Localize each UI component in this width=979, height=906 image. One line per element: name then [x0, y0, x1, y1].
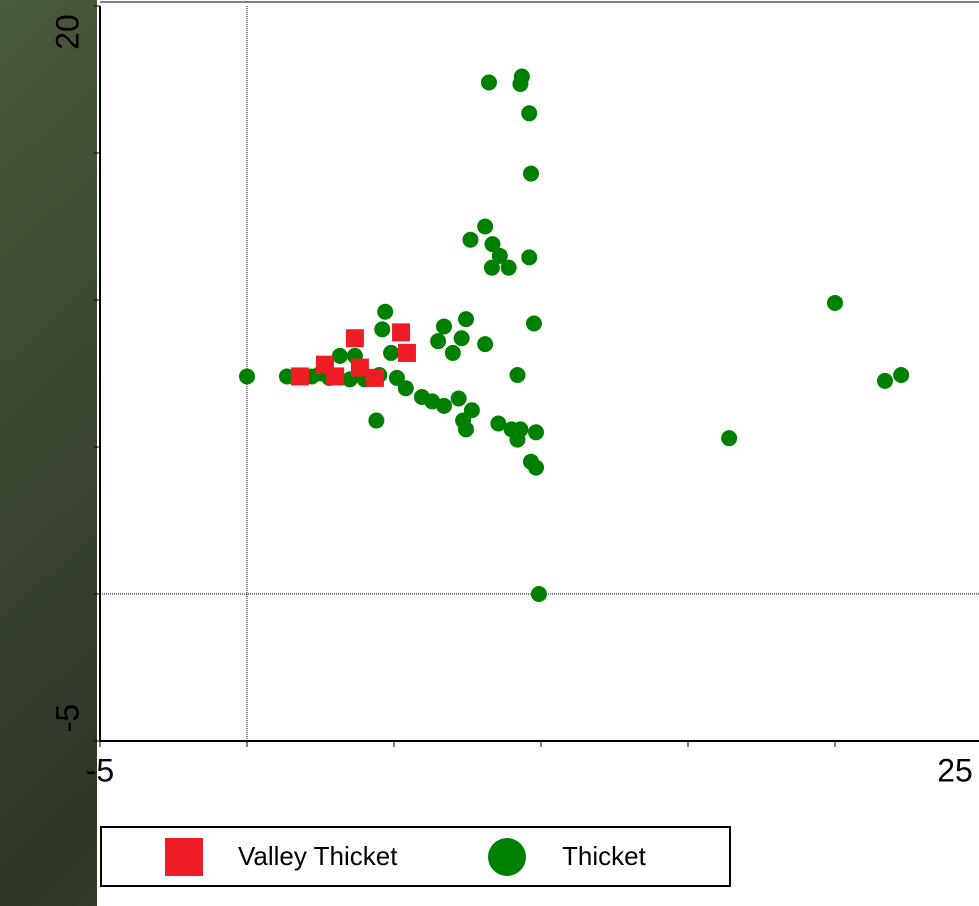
point	[523, 165, 540, 182]
point	[458, 421, 475, 438]
point	[435, 397, 452, 414]
point	[239, 368, 255, 385]
point	[365, 368, 384, 387]
legend-label: Valley Thicket	[238, 841, 398, 871]
point	[392, 323, 411, 342]
point	[435, 318, 452, 335]
legend-box	[100, 826, 731, 887]
point	[450, 390, 467, 407]
point	[893, 366, 910, 383]
y-tick-label: -5	[49, 704, 85, 732]
x-tick-label: -5	[86, 752, 114, 788]
point	[350, 358, 369, 377]
point	[528, 424, 545, 441]
point	[458, 311, 475, 328]
point	[397, 343, 416, 362]
point	[368, 412, 385, 429]
point	[374, 321, 391, 338]
y-tick-label: 20	[49, 14, 85, 50]
point	[512, 421, 529, 438]
legend-marker	[488, 838, 526, 876]
point	[521, 105, 538, 122]
point	[477, 218, 494, 235]
point	[326, 367, 345, 386]
point	[513, 68, 530, 85]
point	[876, 372, 893, 389]
point	[480, 74, 497, 91]
point	[521, 249, 538, 266]
legend-label: Thicket	[562, 841, 647, 871]
point	[721, 430, 738, 447]
point	[477, 336, 494, 353]
point	[483, 259, 500, 276]
point	[397, 380, 414, 397]
point	[345, 329, 364, 348]
x-tick-label: 25	[937, 752, 973, 788]
point	[462, 231, 479, 248]
point	[490, 415, 507, 432]
point	[383, 344, 400, 361]
point	[484, 236, 501, 253]
point	[377, 303, 394, 320]
point	[290, 367, 309, 386]
legend-marker	[165, 838, 203, 876]
point	[525, 315, 542, 332]
point	[430, 333, 447, 350]
point	[509, 366, 526, 383]
point	[444, 344, 461, 361]
point	[530, 586, 547, 602]
point	[491, 247, 508, 264]
point	[827, 294, 843, 311]
point	[331, 347, 348, 364]
point	[500, 259, 517, 276]
point	[453, 330, 470, 347]
chart-panel	[97, 0, 979, 906]
point	[528, 459, 545, 476]
